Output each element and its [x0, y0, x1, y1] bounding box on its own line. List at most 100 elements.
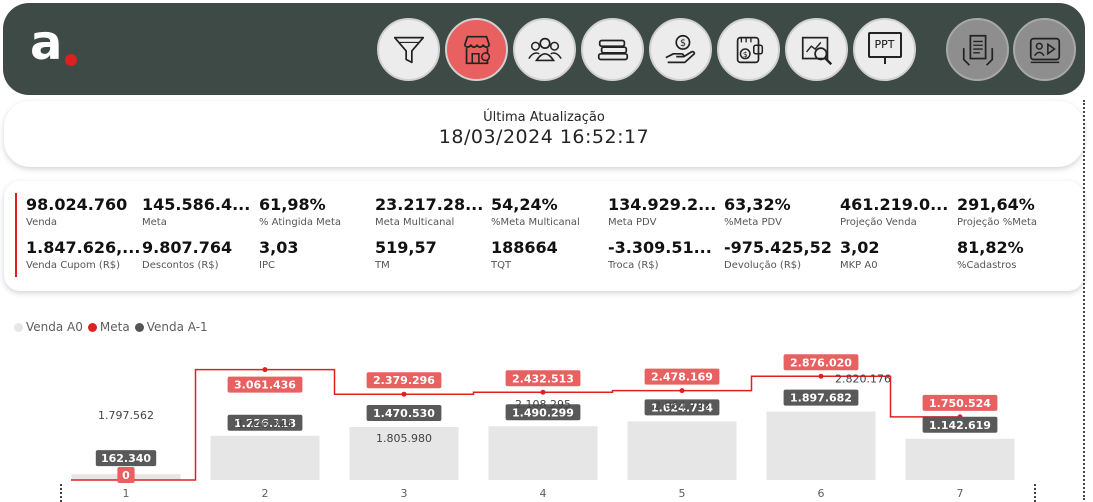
data-label-venda-a0: 162.340 — [101, 452, 151, 465]
store-button[interactable] — [445, 18, 508, 81]
x-tick-label: 7 — [957, 487, 964, 500]
x-tick-label: 2 — [262, 487, 269, 500]
kpi-accent-bar — [15, 193, 17, 277]
kpi-value: -3.309.51... — [608, 238, 712, 257]
stack-icon — [597, 39, 628, 60]
last-update-card: Última Atualização 18/03/2024 16:52:17 — [4, 101, 1084, 167]
kpi-label: Meta PDV — [608, 217, 657, 228]
x-tick-label: 3 — [401, 487, 408, 500]
legend-label: Venda A-1 — [146, 320, 208, 334]
meta-point — [262, 367, 268, 373]
legend-item-venda-a1[interactable]: Venda A-1 — [134, 320, 208, 334]
kpi-6: 134.929.2... Meta PDV — [608, 195, 726, 228]
filter-button[interactable] — [377, 18, 440, 81]
data-label-venda-a0-bg — [505, 404, 581, 421]
kpi-11: 9.807.764 Descontos (R$) — [142, 238, 260, 271]
analysis-icon — [801, 36, 832, 65]
kpi-value: 145.586.4... — [142, 195, 251, 214]
kpi-2: 145.586.4... Meta — [142, 195, 260, 228]
chart-legend: Venda A0 Meta Venda A-1 — [14, 320, 213, 334]
kpi-label: Descontos (R$) — [142, 260, 219, 271]
money-hand-icon: $ — [664, 34, 695, 63]
kpi-value: 3,03 — [259, 238, 299, 257]
kpi-10: 1.847.626,... Venda Cupom (R$) — [26, 238, 144, 271]
ppt-label: PPT — [867, 31, 902, 58]
meta-point — [679, 388, 685, 394]
data-label-venda-a0-bg — [366, 404, 442, 421]
data-label-venda-a0: 1.470.530 — [373, 407, 435, 420]
kpi-value: 519,57 — [375, 238, 437, 257]
wallet-button[interactable]: $ — [717, 18, 780, 81]
sales-chart: Venda A0 Meta Venda A-1 162.340 1.226.118… — [4, 303, 1084, 502]
data-label-meta: 2.478.169 — [651, 371, 713, 384]
data-label-venda-a0-bg — [922, 416, 998, 433]
kpi-value: -975.425,52 — [724, 238, 832, 257]
data-label-meta-bg — [227, 376, 303, 393]
data-label-venda-a0: 1.142.619 — [929, 419, 991, 432]
kpi-15: -3.309.51... Troca (R$) — [608, 238, 726, 271]
document-button[interactable] — [946, 18, 1009, 81]
data-label-venda-a0: 1.490.299 — [512, 406, 574, 419]
customers-button[interactable] — [513, 18, 576, 81]
svg-text:$: $ — [680, 38, 686, 49]
analysis-button[interactable] — [785, 18, 848, 81]
products-button[interactable] — [581, 18, 644, 81]
presentation-icon: PPT — [867, 31, 902, 64]
kpi-value: 3,02 — [840, 238, 880, 257]
x-tick-label: 6 — [818, 487, 825, 500]
kpi-12: 3,03 IPC — [259, 238, 377, 271]
meta-point — [540, 389, 546, 395]
document-hands-icon — [962, 34, 993, 66]
kpi-label: Troca (R$) — [608, 260, 659, 271]
kpi-label: TQT — [491, 260, 512, 271]
kpi-label: Venda Cupom (R$) — [26, 260, 121, 271]
legend-item-meta[interactable]: Meta — [87, 320, 130, 334]
kpi-7: 63,32% %Meta PDV — [724, 195, 842, 228]
kpi-1: 98.024.760 Venda — [26, 195, 144, 228]
legend-marker — [87, 322, 97, 332]
kpi-value: 134.929.2... — [608, 195, 717, 214]
kpi-value: 54,24% — [491, 195, 558, 214]
legend-marker — [134, 322, 144, 332]
data-label-meta: 2.432.513 — [512, 372, 574, 385]
finance-button[interactable]: $ — [649, 18, 712, 81]
video-button[interactable] — [1013, 18, 1076, 81]
data-label-meta: 2.876.020 — [790, 356, 852, 369]
data-label-venda-a0-bg — [644, 399, 720, 416]
logo-letter: a — [30, 15, 63, 71]
data-label-venda-a1: 2.064.793 — [654, 400, 710, 413]
x-tick-label: 5 — [679, 487, 686, 500]
kpi-label: Devolução (R$) — [724, 260, 802, 271]
data-label-meta-bg — [783, 354, 859, 371]
brand-logo[interactable]: a — [30, 19, 90, 75]
bar-venda-a0 — [627, 421, 737, 480]
legend-item-venda-a0[interactable]: Venda A0 — [14, 320, 83, 334]
data-label-venda-a0-bg — [95, 450, 157, 467]
svg-text:$: $ — [742, 50, 747, 59]
kpi-label: %Cadastros — [957, 260, 1017, 271]
meta-point — [401, 391, 407, 397]
kpi-label: Projeção %Meta — [957, 217, 1038, 228]
data-label-meta-bg — [505, 370, 581, 387]
data-label-venda-a1: 1.746.344 — [237, 418, 293, 431]
bar-venda-a0 — [349, 426, 459, 480]
last-update-label: Última Atualização — [483, 110, 605, 125]
kpi-3: 61,98% % Atingida Meta — [259, 195, 377, 228]
kpi-value: 9.807.764 — [142, 238, 233, 257]
resize-handle-left — [60, 484, 62, 502]
data-label-meta-bg — [366, 372, 442, 389]
kpi-value: 461.219.0... — [840, 195, 949, 214]
kpi-label: Meta Multicanal — [375, 217, 455, 228]
bar-venda-a0 — [488, 426, 598, 480]
kpi-8: 461.219.0... Projeção Venda — [840, 195, 958, 228]
bar-venda-a0 — [766, 411, 876, 480]
kpi-label: Projeção Venda — [840, 217, 917, 228]
presentation-button[interactable]: PPT — [853, 18, 916, 81]
kpi-value: 291,64% — [957, 195, 1035, 214]
data-label-venda-a0: 1.226.118 — [234, 417, 296, 430]
data-label-venda-a1: 2.108.295 — [515, 398, 571, 411]
data-label-venda-a1: 2.820.176 — [835, 372, 891, 385]
data-label-meta-bg — [922, 394, 998, 411]
kpi-5: 54,24% %Meta Multicanal — [491, 195, 609, 228]
